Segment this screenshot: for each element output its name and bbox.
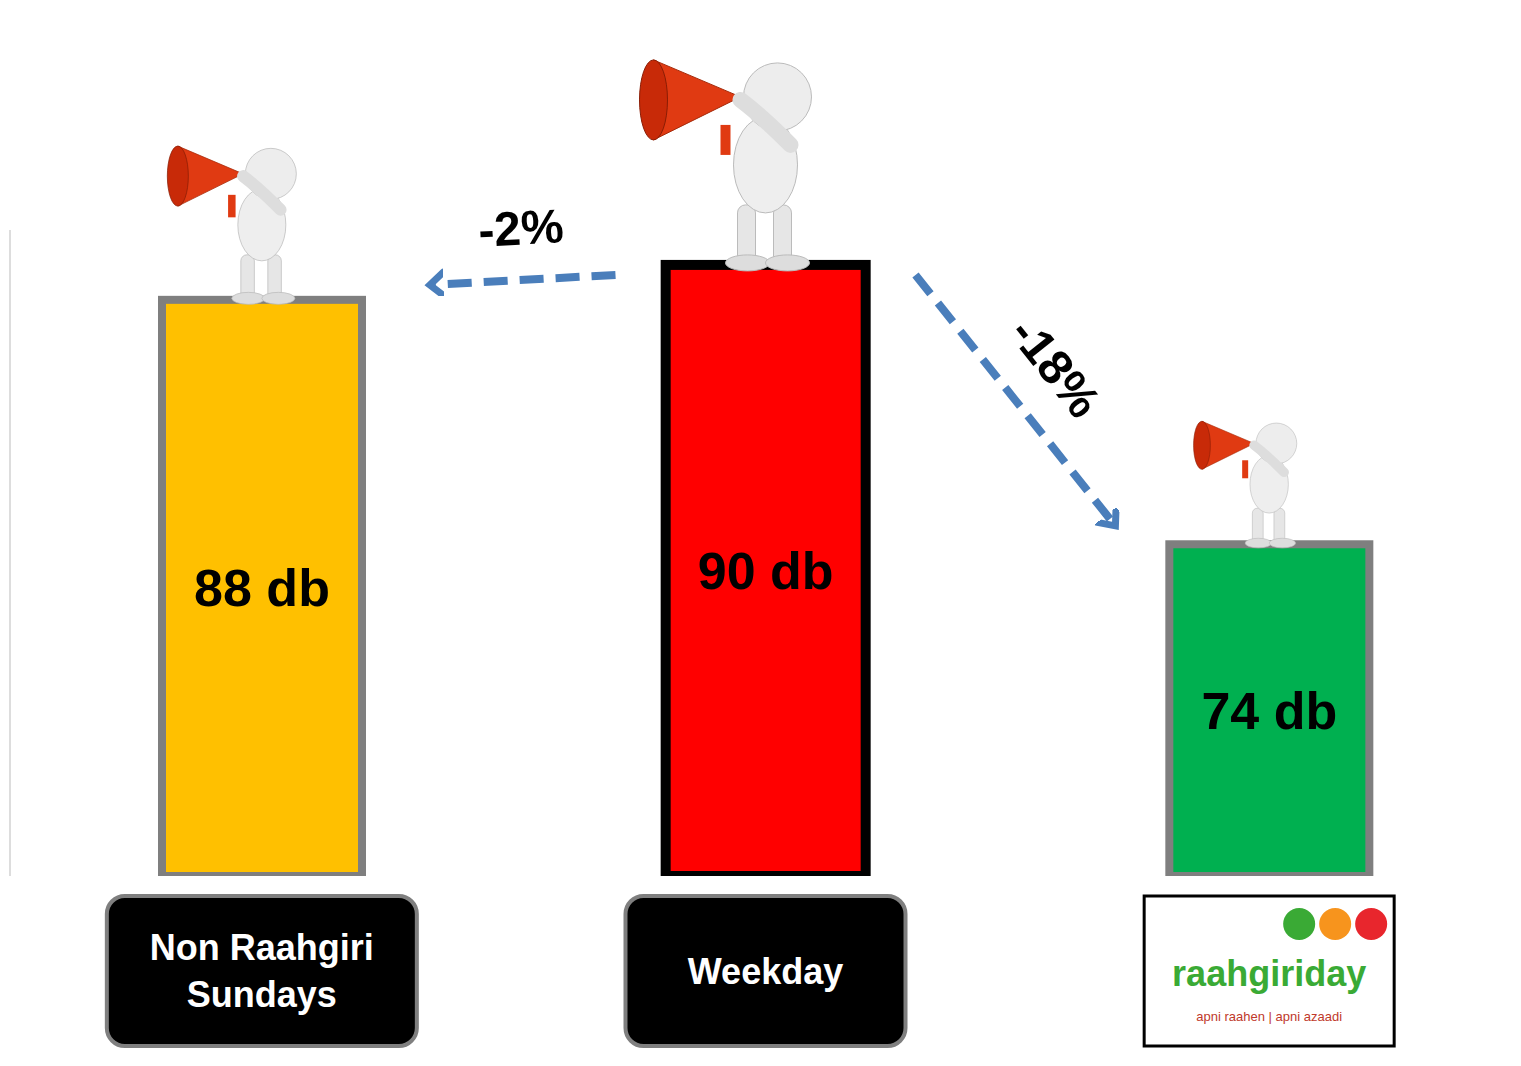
- svg-text:88 db: 88 db: [194, 559, 330, 617]
- svg-text:90 db: 90 db: [698, 542, 834, 600]
- svg-text:-2%: -2%: [477, 199, 565, 257]
- svg-text:Non Raahgiri: Non Raahgiri: [150, 927, 374, 968]
- svg-text:-18%: -18%: [1000, 307, 1111, 428]
- svg-text:Weekday: Weekday: [688, 951, 843, 992]
- svg-text:74 db: 74 db: [1201, 682, 1337, 740]
- svg-text:Sundays: Sundays: [187, 974, 337, 1015]
- svg-text:raahgiriday: raahgiriday: [1172, 953, 1366, 994]
- svg-text:apni raahen | apni azaadi: apni raahen | apni azaadi: [1196, 1009, 1342, 1024]
